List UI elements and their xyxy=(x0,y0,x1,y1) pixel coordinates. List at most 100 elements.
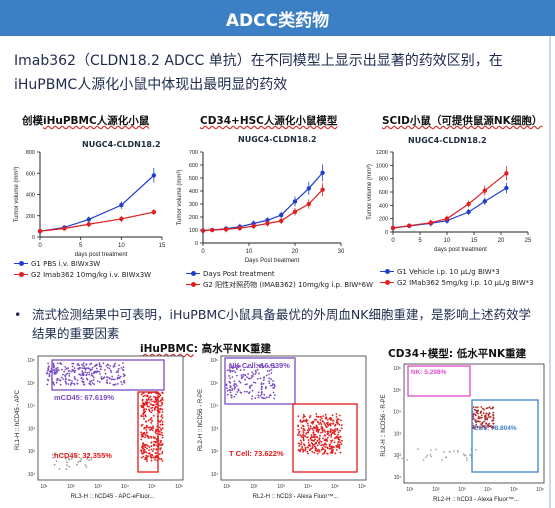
event-dot xyxy=(48,373,51,375)
event-dot xyxy=(301,446,303,448)
event-dot xyxy=(298,430,301,433)
event-dot xyxy=(340,443,343,446)
event-dot xyxy=(81,370,84,373)
event-dot xyxy=(161,396,164,399)
data-point xyxy=(279,212,284,218)
event-dot xyxy=(77,362,80,365)
event-dot xyxy=(300,441,303,444)
event-dot xyxy=(309,427,312,430)
event-dot xyxy=(483,408,485,411)
event-dot xyxy=(114,378,116,381)
event-dot xyxy=(144,434,147,437)
event-dot xyxy=(158,410,161,413)
event-dot xyxy=(226,393,229,396)
event-dot xyxy=(65,383,68,385)
event-dot xyxy=(323,452,326,455)
event-dot xyxy=(52,381,55,384)
event-dot xyxy=(462,453,465,455)
event-dot xyxy=(246,390,248,393)
event-dot xyxy=(328,445,331,448)
event-dot xyxy=(161,421,164,423)
page-banner: ADCC类药物 xyxy=(0,0,555,36)
event-dot xyxy=(269,394,271,397)
event-dot xyxy=(297,424,299,427)
event-dot xyxy=(53,373,56,375)
event-dot xyxy=(331,446,334,449)
event-dot xyxy=(492,417,495,420)
event-dot xyxy=(229,369,232,372)
event-dot xyxy=(340,427,343,429)
event-dot xyxy=(335,419,338,422)
event-dot xyxy=(248,392,250,395)
event-dot xyxy=(147,437,150,439)
event-dot xyxy=(147,452,150,455)
event-dot xyxy=(492,406,494,409)
event-dot xyxy=(69,384,72,386)
event-dot xyxy=(123,379,126,382)
event-dot xyxy=(142,392,145,394)
event-dot xyxy=(302,439,305,442)
event-dot xyxy=(150,411,153,414)
event-dot xyxy=(317,416,320,418)
event-dot xyxy=(147,392,150,395)
event-dot xyxy=(147,398,150,401)
event-dot xyxy=(311,422,314,425)
event-dot xyxy=(161,402,164,404)
data-point xyxy=(306,186,311,191)
event-dot xyxy=(93,383,95,386)
event-dot xyxy=(142,415,145,418)
event-dot xyxy=(325,417,327,420)
event-dot xyxy=(255,371,257,373)
event-dot xyxy=(116,376,119,379)
y-tick-label: 600 xyxy=(189,163,198,169)
legend-marker xyxy=(14,260,28,267)
plot-frame xyxy=(403,363,545,484)
event-dot xyxy=(306,422,309,425)
gate-label-bottom: CD3: 78.804% xyxy=(474,425,517,432)
y-tick-label: 10³ xyxy=(28,426,36,432)
event-dot xyxy=(229,367,231,369)
event-dot xyxy=(486,424,489,426)
event-dot xyxy=(63,370,66,373)
event-dot xyxy=(143,433,146,435)
event-dot xyxy=(244,383,247,386)
event-dot xyxy=(160,415,163,418)
y-axis-title: Tumor volume (mm³) xyxy=(367,164,373,220)
event-dot xyxy=(257,377,259,380)
event-dot xyxy=(146,458,148,461)
data-point xyxy=(86,222,92,227)
legend-entry: G2 IMab362 5mg/kg i.p. 10 μL/g BIW*3 xyxy=(380,277,534,288)
event-dot xyxy=(480,406,483,408)
event-dot xyxy=(229,391,232,394)
event-dot xyxy=(153,395,155,398)
event-dot xyxy=(246,376,248,379)
event-dot xyxy=(243,368,245,371)
event-dot xyxy=(337,438,340,441)
event-dot xyxy=(118,377,121,380)
flow-right-title-prefix: CD34+模型 xyxy=(388,348,449,360)
event-dot xyxy=(251,371,254,374)
intro-line-2: iHuPBMC人源化小鼠中体现出最明显的药效 xyxy=(14,77,288,93)
event-dot xyxy=(56,379,58,382)
event-dot xyxy=(100,376,103,379)
event-dot xyxy=(445,456,448,459)
event-dot xyxy=(140,431,143,434)
event-dot xyxy=(314,449,317,452)
y-tick-label: 1200 xyxy=(376,150,388,156)
event-dot xyxy=(487,413,490,416)
data-point xyxy=(279,218,284,224)
event-dot xyxy=(230,396,233,399)
event-dot xyxy=(74,455,77,458)
event-dot xyxy=(148,409,151,411)
x-tick-label: 10¹ xyxy=(223,484,231,490)
data-point xyxy=(151,209,157,215)
event-dot xyxy=(62,378,64,380)
y-tick-label: 10⁴ xyxy=(27,404,35,410)
event-dot xyxy=(96,370,99,373)
event-dot xyxy=(336,429,339,432)
event-dot xyxy=(476,409,478,412)
event-dot xyxy=(70,457,73,460)
bullet-dot: • xyxy=(14,307,22,322)
data-point xyxy=(466,201,471,207)
